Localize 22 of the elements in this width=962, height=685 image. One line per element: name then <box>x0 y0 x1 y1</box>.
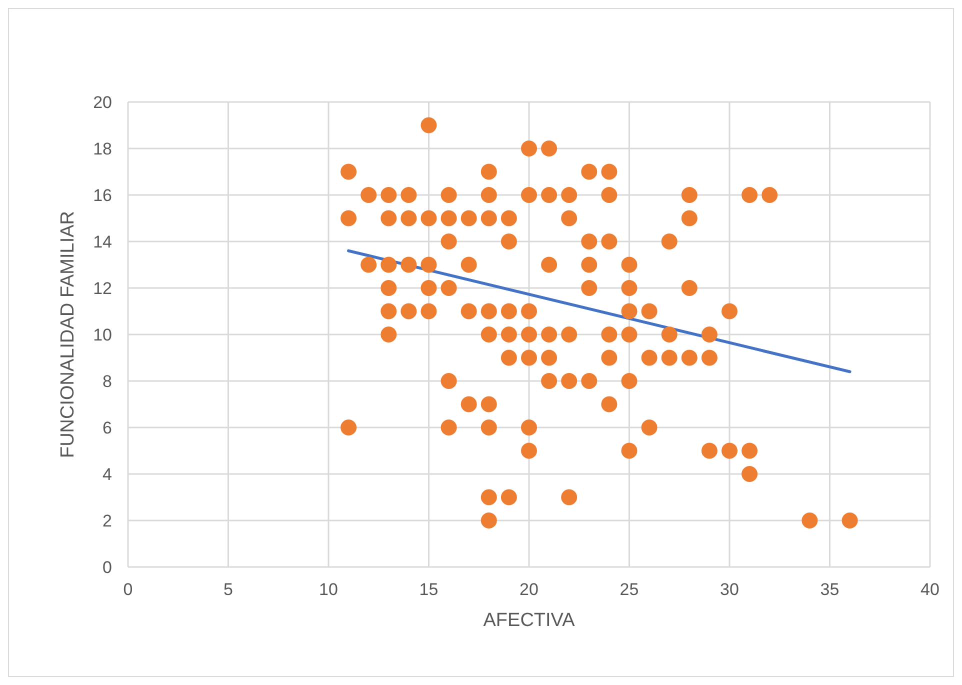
x-tick-label: 25 <box>620 580 639 600</box>
x-tick-label: 10 <box>319 580 338 600</box>
y-axis-title: FUNCIONALIDAD FAMILIAR <box>58 210 79 458</box>
x-tick-label: 40 <box>920 580 940 600</box>
x-tick-label: 20 <box>520 580 538 600</box>
y-tick-label: 20 <box>93 93 112 112</box>
y-tick-label: 10 <box>93 326 112 345</box>
x-tick-label: 15 <box>419 580 438 600</box>
y-tick-label: 12 <box>93 279 112 298</box>
y-tick-label: 2 <box>102 512 112 531</box>
y-tick-label: 18 <box>93 140 112 159</box>
x-tick-label: 0 <box>123 580 133 600</box>
y-tick-label: 6 <box>102 418 112 438</box>
y-tick-label: 8 <box>102 372 112 392</box>
y-tick-label: 16 <box>93 186 112 206</box>
x-tick-label: 5 <box>224 580 233 600</box>
x-tick-label: 35 <box>820 580 840 600</box>
y-tick-label: 14 <box>93 232 112 252</box>
x-axis-title: AFECTIVA <box>483 610 576 631</box>
y-tick-label: 4 <box>102 465 112 484</box>
x-tick-label: 30 <box>720 580 739 600</box>
y-tick-label: 0 <box>102 558 112 578</box>
